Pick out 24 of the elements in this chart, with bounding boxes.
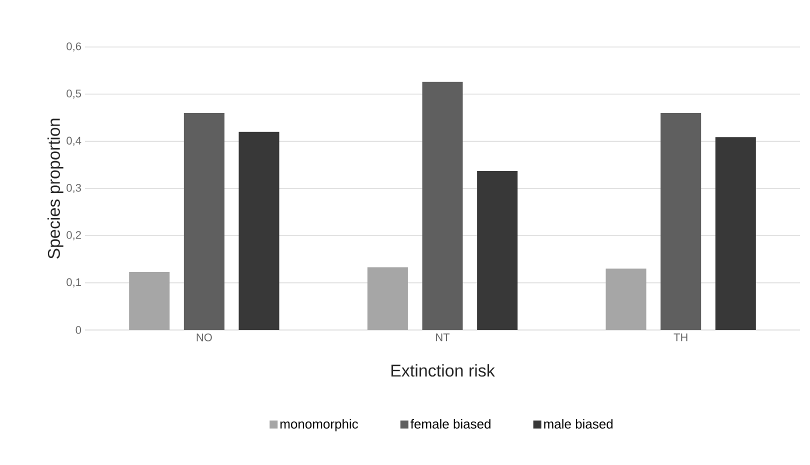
x-tick-label: NO (196, 334, 212, 342)
x-tick-label: NT (436, 334, 450, 342)
y-tick-label: 0 (76, 326, 82, 334)
bar (184, 113, 224, 330)
legend-label: female biased (410, 419, 490, 429)
y-tick-label: 0,6 (66, 42, 81, 52)
bar (715, 137, 756, 330)
bar (238, 132, 280, 330)
bar (477, 171, 518, 330)
x-tick-label: TH (674, 334, 688, 342)
bar (660, 113, 702, 330)
legend-label: male biased (544, 419, 613, 429)
y-tick-label: 0,5 (66, 90, 82, 99)
bar (367, 267, 408, 330)
y-tick-label: 0,2 (66, 231, 81, 240)
bar (606, 268, 646, 330)
legend-label: monomorphic (280, 419, 358, 432)
y-tick-label: 0,1 (66, 278, 81, 288)
bar (129, 272, 170, 330)
y-tick-label: 0,4 (66, 136, 82, 146)
bar (422, 82, 463, 330)
x-axis-title: Extinction risk (391, 364, 495, 377)
y-axis-title: Species proportion (47, 118, 64, 259)
y-tick-label: 0,3 (66, 184, 81, 194)
